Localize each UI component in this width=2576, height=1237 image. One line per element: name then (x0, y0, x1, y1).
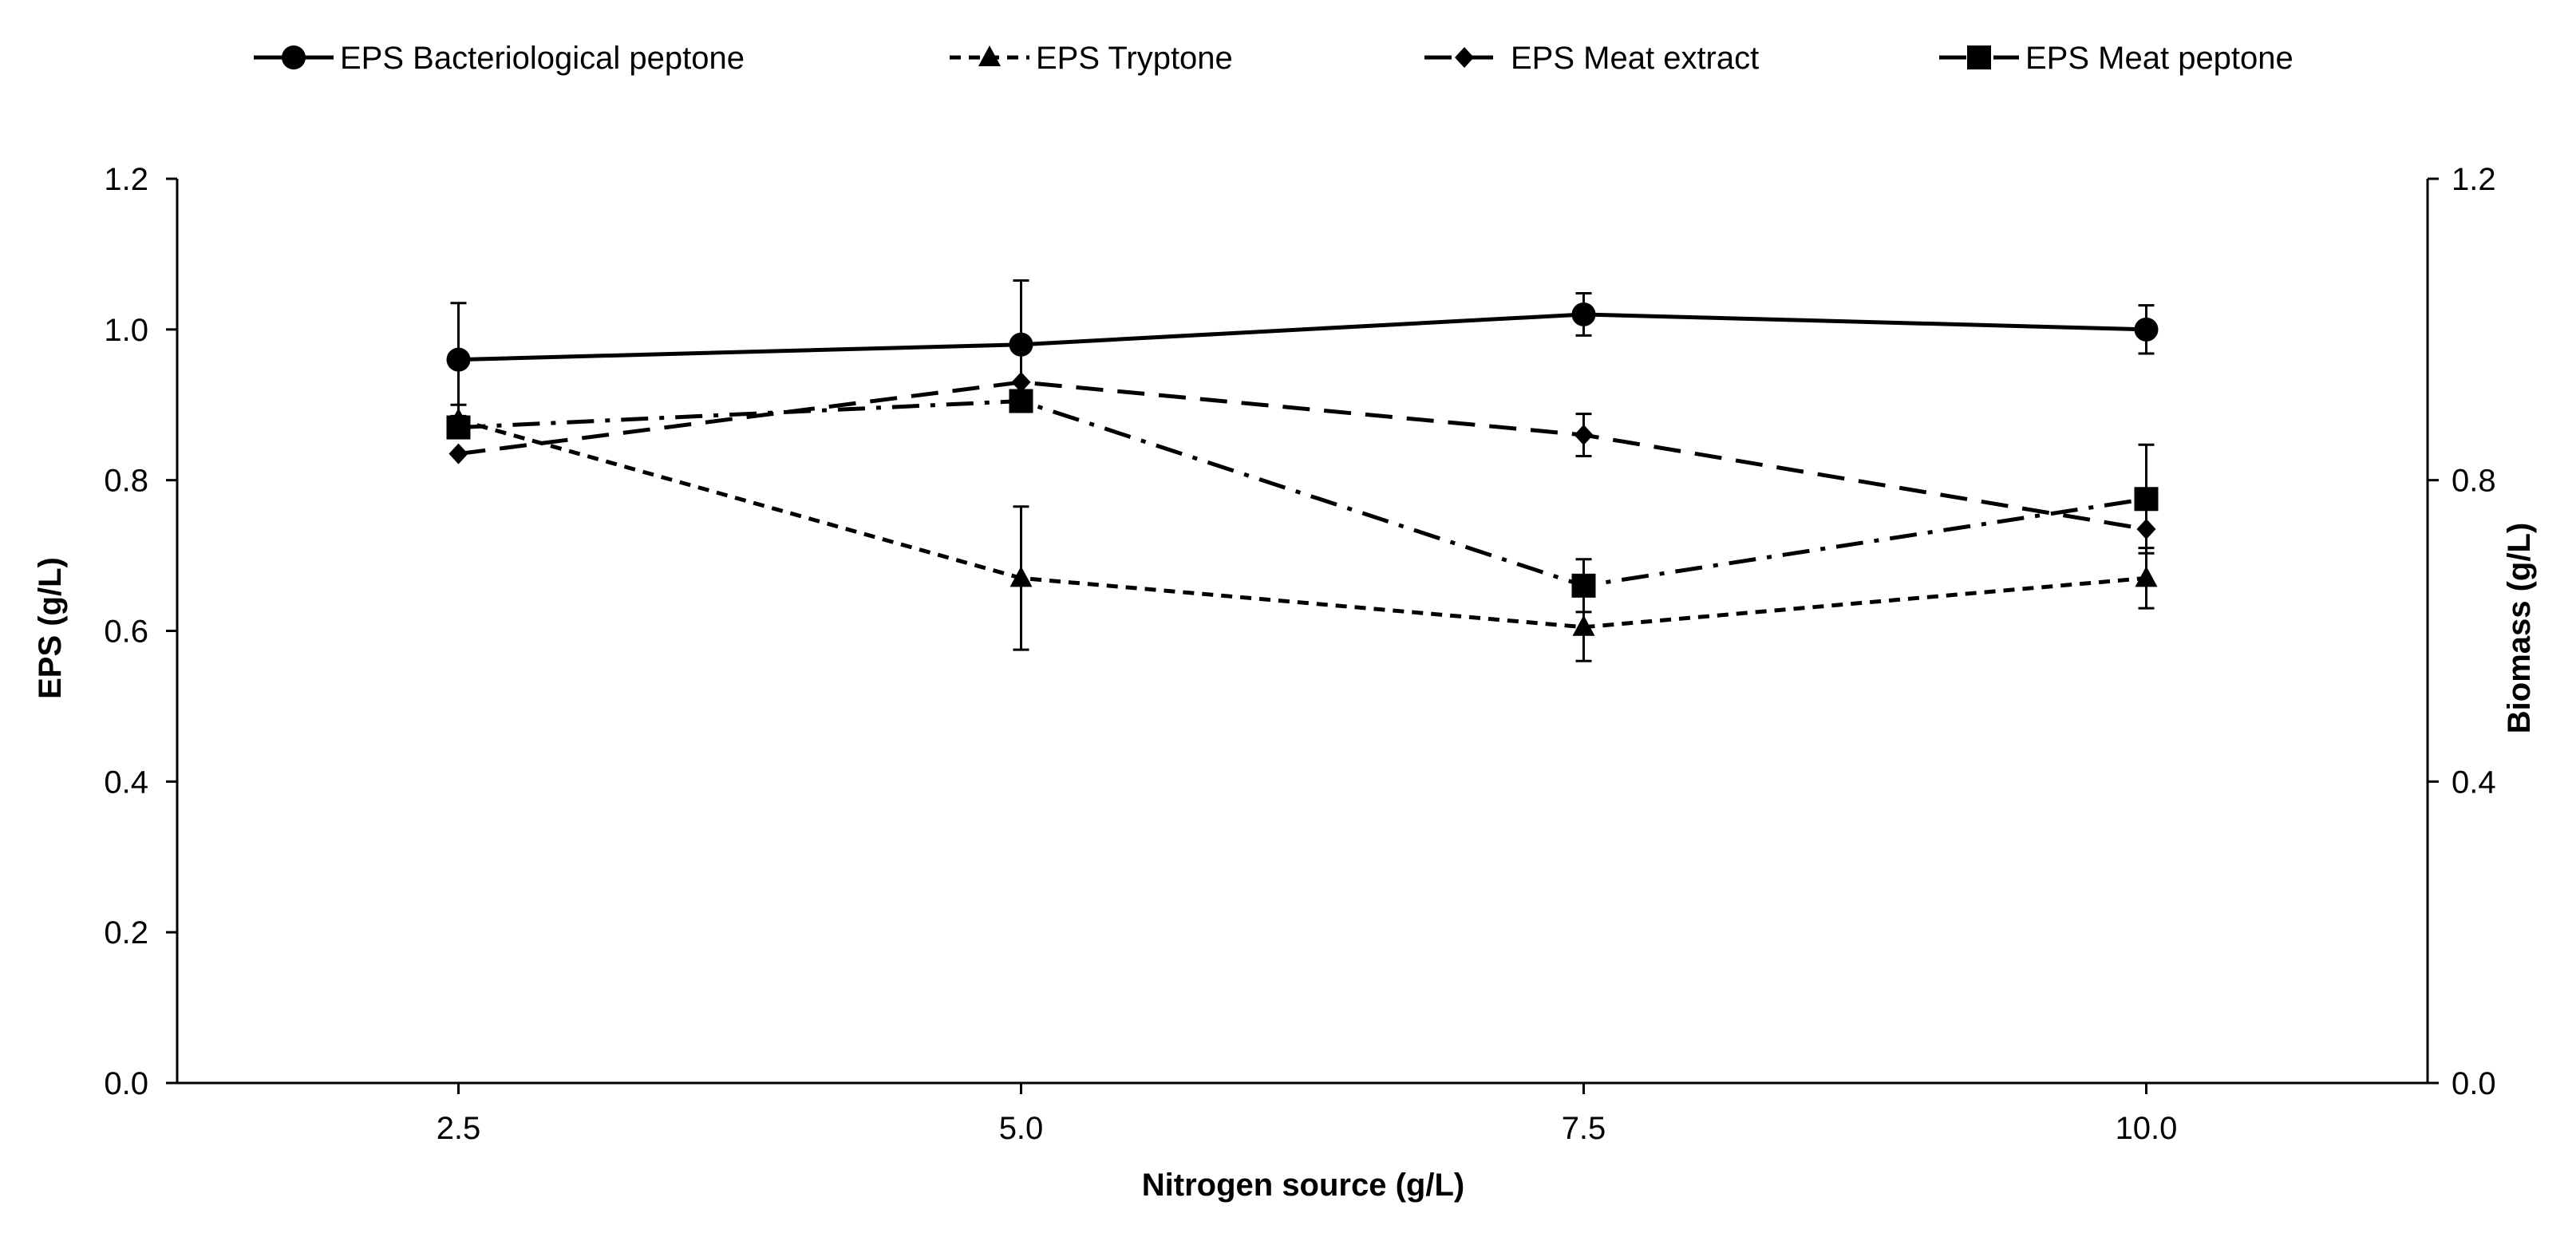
y2-axis-title: Biomass (g/L) (2502, 523, 2537, 733)
data-point-circle (446, 347, 471, 372)
data-point-triangle (2135, 566, 2158, 587)
data-point-circle (1571, 302, 1596, 326)
legend-marker-square (1967, 45, 1991, 69)
y-tick-label: 0.6 (104, 615, 148, 650)
data-point-diamond (1011, 371, 1031, 393)
y-tick-label: 0.0 (104, 1066, 148, 1101)
legend: EPS Bacteriological peptone EPS Tryptone E… (254, 41, 2294, 76)
legend-marker-triangle (978, 45, 1001, 66)
y2-tick-label: 0.8 (2452, 464, 2496, 499)
legend-marker-diamond (1455, 47, 1474, 68)
legend-item: EPS Meat peptone (1939, 41, 2294, 76)
x-tick-label: 2.5 (437, 1111, 481, 1146)
legend-marker-circle (282, 45, 306, 69)
axes: 0.0 0.2 0.4 0.6 0.8 1.0 1.2 0.0 0.4 0.8 1.2 2.5 5.0 7… (104, 162, 2495, 1146)
y-tick-label: 0.8 (104, 464, 148, 499)
y-tick-label: 0.2 (104, 915, 148, 950)
series-line (458, 380, 2147, 532)
y-tick-label: 1.2 (104, 162, 148, 197)
series-diamond (448, 371, 2156, 540)
data-point-square (1009, 389, 1033, 413)
x-tick-label: 5.0 (999, 1111, 1044, 1146)
legend-label: EPS Bacteriological peptone (340, 41, 745, 76)
series-line (458, 399, 2147, 588)
y2-tick-label: 0.0 (2452, 1066, 2496, 1101)
x-tick-label: 7.5 (1562, 1111, 1606, 1146)
y-tick-label: 0.4 (104, 765, 148, 800)
data-point-square (2134, 487, 2159, 512)
legend-item: EPS Meat extract (1424, 41, 1759, 76)
data-point-square (446, 415, 471, 440)
legend-label: EPS Tryptone (1036, 41, 1233, 76)
series-square (446, 389, 2159, 614)
data-point-square (1571, 573, 1596, 598)
x-tick-label: 10.0 (2116, 1111, 2178, 1146)
data-point-circle (2134, 317, 2159, 342)
series-line (458, 312, 2147, 362)
plot-area (446, 279, 2159, 662)
data-point-triangle (1009, 566, 1033, 587)
y-tick-label: 1.0 (104, 313, 148, 348)
legend-item: EPS Bacteriological peptone (254, 41, 745, 76)
series-line (457, 417, 2147, 630)
series-circle (446, 279, 2159, 417)
x-axis-title: Nitrogen source (g/L) (1142, 1168, 1464, 1203)
legend-label: EPS Meat extract (1511, 41, 1759, 76)
y2-tick-label: 0.4 (2452, 765, 2496, 800)
data-point-triangle (1572, 615, 1595, 636)
data-point-circle (1009, 332, 1033, 357)
y2-tick-label: 1.2 (2452, 162, 2496, 197)
legend-item: EPS Tryptone (950, 41, 1233, 76)
data-point-diamond (448, 443, 468, 464)
legend-label: EPS Meat peptone (2025, 41, 2294, 76)
data-point-diamond (1574, 425, 1594, 446)
y-axis-title: EPS (g/L) (33, 557, 68, 699)
